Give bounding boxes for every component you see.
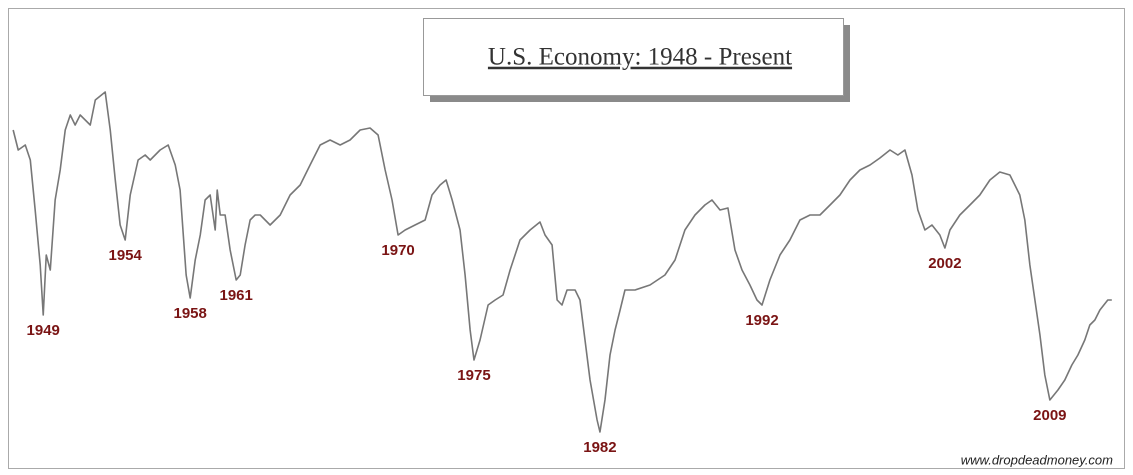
chart-title: U.S. Economy: 1948 - Present <box>488 44 792 71</box>
line <box>12 91 1112 433</box>
annotation: 1975 <box>457 367 490 384</box>
annotation: 1982 <box>583 439 616 456</box>
annotation: 1992 <box>745 312 778 329</box>
annotation: 2002 <box>928 255 961 272</box>
annotation: 1949 <box>27 322 60 339</box>
title-box <box>423 18 844 96</box>
annotation: 1970 <box>381 242 414 259</box>
watermark: www.dropdeadmoney.com <box>961 452 1113 467</box>
annotation: 1958 <box>173 305 206 322</box>
annotation: 2009 <box>1033 407 1066 424</box>
annotation: 1961 <box>220 287 253 304</box>
annotation: 1954 <box>108 247 142 264</box>
